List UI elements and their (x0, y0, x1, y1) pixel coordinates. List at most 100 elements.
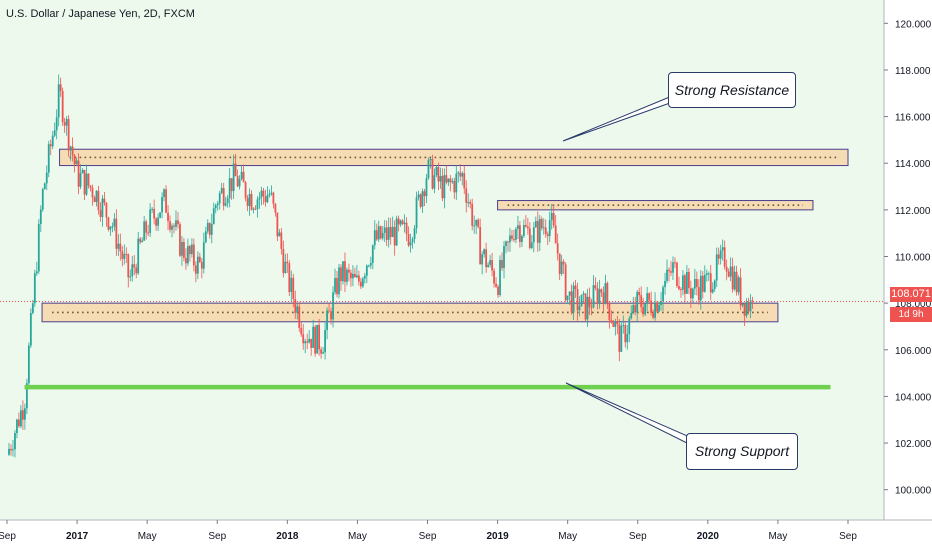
candle-body (151, 208, 154, 210)
candle-body (216, 203, 219, 206)
x-tick-label: May (138, 531, 157, 542)
candle-body (192, 244, 195, 266)
candle-body (733, 271, 736, 290)
candle-body (185, 257, 187, 264)
candle-body (280, 232, 283, 249)
candle-body (348, 269, 350, 273)
candle-body (359, 281, 362, 287)
candle-body (648, 293, 651, 301)
candle-body (377, 226, 380, 240)
candle-body (399, 220, 402, 225)
candle-body (290, 277, 293, 292)
candle-body (83, 169, 86, 195)
candle-body (445, 175, 448, 183)
candle-body (272, 192, 275, 204)
candle-body (519, 225, 521, 242)
candle-body (429, 159, 432, 161)
candle-body (443, 175, 446, 199)
candle-body (316, 324, 319, 354)
candle-body (61, 90, 64, 123)
candle-body (57, 84, 60, 118)
candle-body (672, 262, 674, 273)
candle-body (517, 225, 519, 229)
candle-body (81, 169, 84, 174)
candle-body (666, 269, 668, 281)
candle-body (741, 303, 744, 306)
candle-body (503, 245, 505, 269)
candle-body (680, 289, 682, 291)
candle-body (95, 190, 98, 203)
candle-body (141, 240, 144, 243)
candle-body (538, 219, 541, 243)
candle-body (260, 190, 263, 198)
candle-body (363, 275, 366, 279)
candle-body (473, 225, 476, 227)
candle-body (381, 232, 384, 239)
candle-body (691, 288, 694, 299)
candle-body (650, 300, 653, 313)
candle-body (686, 271, 688, 294)
candle-body (334, 278, 336, 293)
candle-body (129, 276, 132, 278)
candle-body (413, 228, 416, 239)
candle-body (306, 341, 309, 343)
resistance-zone-lower (497, 200, 814, 211)
symbol-title: U.S. Dollar / Japanese Yen, 2D, FXCM (6, 8, 195, 20)
candle-body (200, 262, 203, 269)
candle-body (395, 218, 398, 246)
candle-body (149, 209, 152, 233)
candle-body (107, 217, 110, 230)
candle-body (342, 261, 344, 282)
candle-body (427, 159, 430, 179)
candle-body (393, 226, 396, 246)
candle-body (739, 277, 742, 306)
candle-body (383, 227, 386, 233)
strong-resistance-callout[interactable]: Strong Resistance (668, 72, 796, 108)
x-tick-label: May (558, 531, 577, 542)
candle-body (409, 242, 412, 246)
candle-body (264, 196, 267, 203)
candle-body (33, 273, 36, 304)
candle-body (520, 235, 523, 242)
candle-body (664, 280, 666, 288)
candle-body (475, 219, 478, 226)
x-tick-label: Sep (629, 531, 647, 542)
candle-body (745, 302, 748, 316)
candle-body (230, 178, 233, 192)
candle-body (678, 286, 680, 290)
x-tick-label: Sep (0, 531, 16, 542)
candle-body (169, 221, 171, 230)
candle-body (298, 306, 301, 328)
candle-body (709, 273, 712, 293)
candle-body (175, 220, 177, 227)
candle-body (379, 226, 382, 239)
candle-body (294, 299, 297, 313)
candle-body (375, 230, 378, 240)
candle-body (67, 119, 70, 151)
candle-body (682, 275, 684, 290)
candle-body (37, 223, 40, 272)
candle-body (119, 243, 122, 252)
candle-body (550, 212, 553, 221)
candle-body (449, 178, 452, 183)
candle-body (222, 187, 225, 206)
candle-body (262, 190, 265, 197)
candle-body (405, 222, 408, 235)
candle-body (71, 146, 74, 156)
candle-body (668, 269, 670, 272)
candle-body (389, 227, 392, 238)
candle-body (242, 171, 245, 183)
candle-body (31, 303, 34, 313)
strong-support-callout[interactable]: Strong Support (686, 433, 798, 470)
candle-body (630, 312, 633, 319)
candle-body (495, 283, 497, 287)
candle-body (725, 266, 728, 272)
candle-body (401, 220, 404, 225)
candle-body (546, 234, 549, 237)
candle-body (556, 243, 559, 254)
candle-body (612, 322, 615, 328)
candle-body (105, 202, 108, 218)
resistance-zone-upper (59, 148, 849, 167)
candle-body (640, 295, 643, 308)
candle-body (526, 226, 529, 229)
